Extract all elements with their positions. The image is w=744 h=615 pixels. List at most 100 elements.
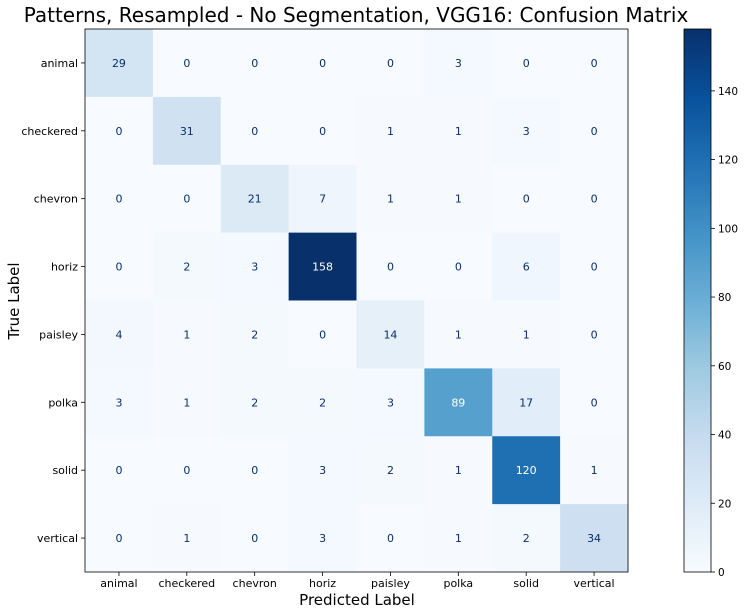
- x-tick-label: polka: [443, 577, 473, 590]
- cell-value-label: 0: [251, 125, 258, 138]
- matrix-cell: [288, 96, 357, 166]
- matrix-cell: [288, 164, 357, 234]
- matrix-cell: [560, 368, 629, 437]
- matrix-cell: [560, 29, 629, 98]
- matrix-cell: [492, 29, 561, 98]
- matrix-cell: [424, 232, 493, 301]
- cell-value-label: 14: [383, 328, 397, 341]
- cell-value-label: 4: [115, 328, 122, 341]
- cell-value-label: 0: [455, 261, 462, 274]
- matrix-cell: [220, 436, 290, 505]
- cell-value-label: 1: [455, 328, 462, 341]
- cell-value-label: 0: [319, 57, 326, 70]
- cell-value-label: 0: [251, 57, 258, 70]
- matrix-cell: [492, 164, 561, 234]
- cell-value-label: 1: [455, 193, 462, 206]
- y-tick-label: chevron: [34, 193, 78, 206]
- cell-value-label: 31: [180, 125, 194, 138]
- x-tick-label: chevron: [233, 577, 277, 590]
- matrix-cell: [356, 164, 425, 234]
- cell-value-label: 0: [523, 193, 530, 206]
- matrix-cell: [492, 504, 561, 573]
- matrix-cell: [424, 29, 493, 98]
- cell-value-label: 0: [387, 261, 394, 274]
- cell-value-label: 1: [183, 396, 190, 409]
- cell-value-label: 3: [387, 396, 394, 409]
- plot-frame: [84, 28, 629, 573]
- matrix-cell: [424, 368, 493, 437]
- colorbar-tick-label: 80: [718, 292, 731, 304]
- matrix-cell: [356, 504, 425, 573]
- cell-value-label: 2: [387, 464, 394, 477]
- x-tick-label: horiz: [309, 577, 336, 590]
- matrix-cell: [356, 300, 425, 369]
- matrix-cell: [220, 164, 290, 234]
- cell-value-label: 3: [455, 57, 462, 70]
- matrix-cell: [152, 164, 222, 234]
- cell-value-label: 1: [387, 125, 394, 138]
- cell-value-label: 3: [319, 532, 326, 545]
- cell-value-label: 0: [319, 328, 326, 341]
- matrix-plot-area: 29 0 0 0 0 3 0 00 31 0 0 1 1 3 00 0 21 7 1 1 0 00 2 3 158 0 0 6 04 1 2…: [84, 28, 629, 573]
- cell-value-label: 17: [519, 396, 533, 409]
- cell-value-label: 1: [455, 125, 462, 138]
- cell-value-label: 0: [591, 57, 598, 70]
- cell-value-label: 1: [183, 532, 190, 545]
- matrix-cell: [492, 96, 561, 166]
- matrix-cell: [424, 300, 493, 369]
- matrix-cell: [85, 96, 154, 166]
- cell-value-label: 2: [523, 532, 530, 545]
- x-tick-label: paisley: [371, 577, 410, 590]
- y-tick-label: checkered: [21, 125, 78, 138]
- cell-value-label: 0: [251, 532, 258, 545]
- y-tick-label: horiz: [51, 261, 78, 274]
- matrix-cell: [288, 300, 357, 369]
- y-tick-label: polka: [48, 396, 78, 409]
- cell-value-label: 0: [387, 532, 394, 545]
- cell-value-label: 0: [115, 532, 122, 545]
- matrix-cell: [85, 368, 154, 437]
- y-axis-ticks: animal checkered chevron horiz paisley polka s…: [21, 57, 85, 545]
- cell-value-label: 0: [183, 464, 190, 477]
- colorbar-tick-label: 0: [718, 567, 725, 579]
- cell-value-label: 0: [115, 464, 122, 477]
- matrix-cell: [424, 436, 493, 505]
- y-tick-label: solid: [52, 464, 78, 477]
- matrix-cell: [560, 232, 629, 301]
- matrix-cell: [356, 29, 425, 98]
- cell-value-label: 3: [319, 464, 326, 477]
- matrix-cell: [152, 232, 222, 301]
- cell-value-label: 0: [183, 193, 190, 206]
- cell-value-label: 6: [523, 261, 530, 274]
- matrix-cell: [85, 29, 154, 98]
- matrix-cell: [152, 368, 222, 437]
- cell-value-label: 0: [387, 57, 394, 70]
- matrix-cell: [220, 300, 290, 369]
- matrix-cell: [492, 300, 561, 369]
- x-tick-label: checkered: [159, 577, 216, 590]
- matrix-cell: [424, 504, 493, 573]
- cell-value-label: 0: [591, 328, 598, 341]
- cell-value-label: 1: [523, 328, 530, 341]
- colorbar-tick-label: 100: [718, 223, 738, 235]
- colorbar-tick-label: 60: [718, 361, 731, 373]
- matrix-cell: [152, 504, 222, 573]
- matrix-cell: [220, 96, 290, 166]
- cell-value-label: 3: [523, 125, 530, 138]
- x-tick-label: animal: [100, 577, 137, 590]
- matrix-cell: [220, 504, 290, 573]
- colorbar-tick-label: 40: [718, 430, 731, 442]
- matrix-cell: [288, 504, 357, 573]
- matrix-cell: [288, 29, 357, 98]
- y-tick-label: vertical: [37, 532, 78, 545]
- chart-title: Patterns, Resampled - No Segmentation, V…: [24, 3, 689, 27]
- x-tick-label: solid: [513, 577, 539, 590]
- colorbar-tick-label: 20: [718, 498, 731, 510]
- cell-value-label: 1: [591, 464, 598, 477]
- cell-value-label: 0: [591, 125, 598, 138]
- cell-value-label: 0: [251, 464, 258, 477]
- matrix-cell: [356, 368, 425, 437]
- cell-value-label: 0: [591, 261, 598, 274]
- matrix-cell: [356, 436, 425, 505]
